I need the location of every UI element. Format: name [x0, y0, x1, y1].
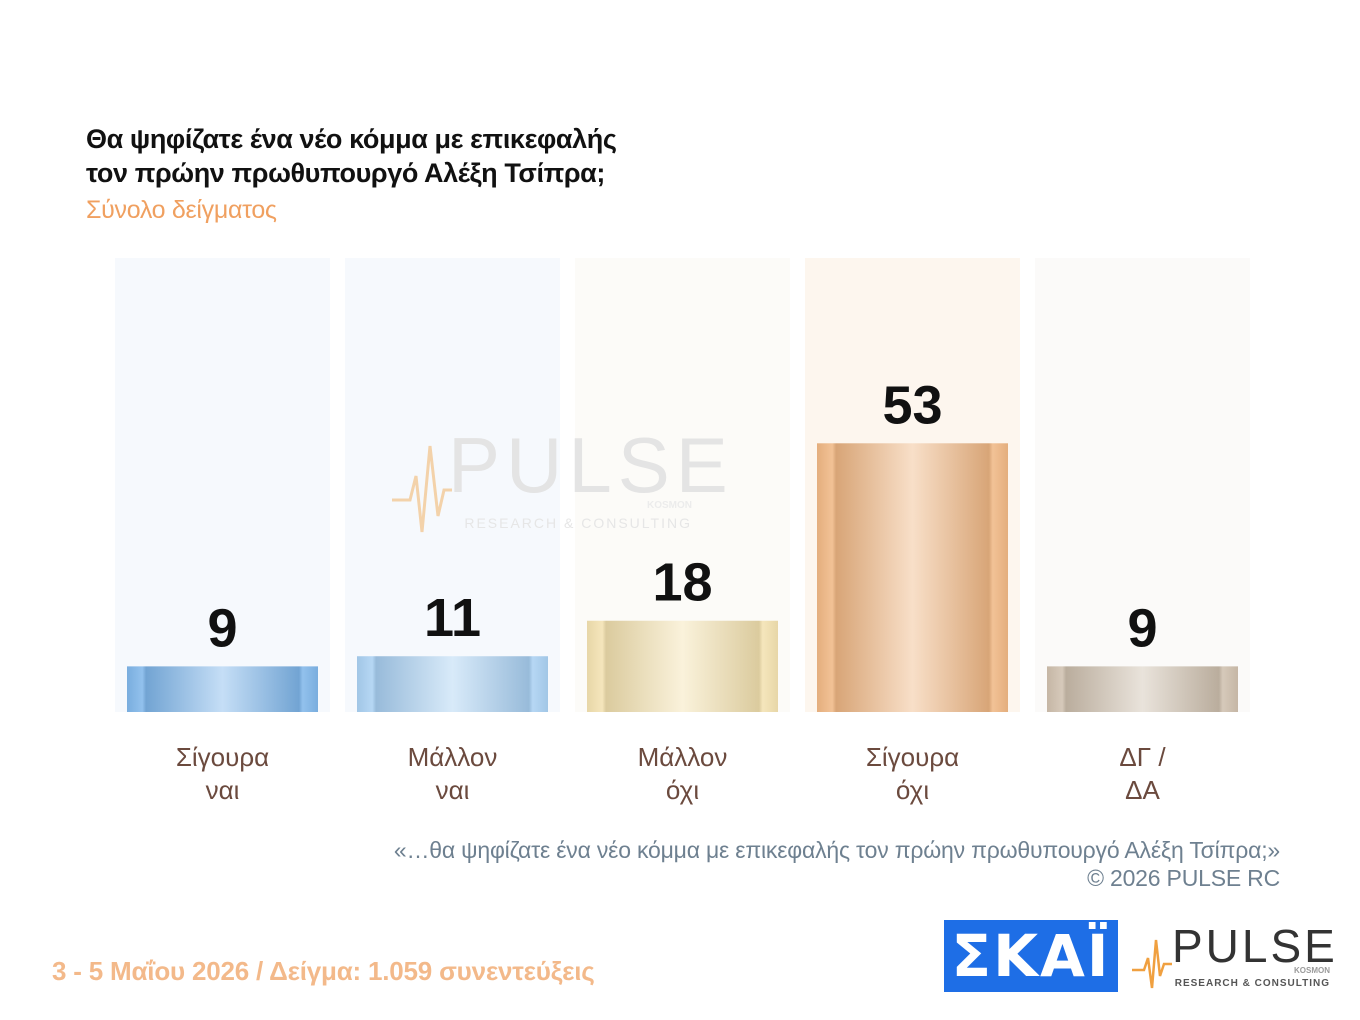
category-label-5-line-1: ΔΓ /	[1119, 742, 1166, 772]
pulse-logo-text: PULSE	[1172, 920, 1335, 972]
bar-3	[587, 620, 778, 712]
category-label-2-line-2: ναι	[436, 775, 470, 805]
category-label-5-line-2: ΔΑ	[1125, 775, 1160, 805]
category-label-3-line-2: όχι	[666, 775, 699, 805]
bar-panel-1	[115, 258, 330, 712]
bar-2	[357, 656, 548, 712]
pulse-logo-sub: KOSMON	[1294, 966, 1330, 975]
bar-5	[1047, 666, 1238, 712]
bar-value-label-3: 18	[652, 553, 712, 613]
skai-logo-text: ΣΚΑΪ	[951, 922, 1111, 990]
watermark-sub: KOSMON	[647, 500, 692, 511]
bar-1	[127, 666, 318, 712]
skai-logo: ΣΚΑΪ	[944, 920, 1118, 992]
category-label-1-line-2: ναι	[206, 775, 240, 805]
bar-value-label-1: 9	[207, 598, 237, 658]
category-label-2-line-1: Μάλλον	[408, 742, 498, 772]
pulse-heartbeat-icon	[1132, 939, 1172, 989]
chart-title: Θα ψηφίζατε ένα νέο κόμμα με επικεφαλής …	[86, 122, 706, 190]
watermark-heartbeat-icon	[392, 445, 452, 533]
question-footnote: «…θα ψηφίζατε ένα νέο κόμμα με επικεφαλή…	[394, 836, 1280, 892]
watermark-brand: PULSE	[448, 421, 734, 509]
chart-subtitle: Σύνολο δείγματος	[86, 196, 277, 224]
chart-title-line-1: Θα ψηφίζατε ένα νέο κόμμα με επικεφαλής	[86, 124, 617, 154]
pulse-logo-tagline: RESEARCH & CONSULTING	[1175, 978, 1330, 989]
bar-panel-2	[345, 258, 560, 712]
category-label-1-line-1: Σίγουρα	[176, 742, 269, 772]
question-quote: «…θα ψηφίζατε ένα νέο κόμμα με επικεφαλή…	[393, 837, 1280, 863]
pulse-logo: PULSE KOSMON RESEARCH & CONSULTING	[1132, 920, 1335, 989]
category-label-4-line-2: όχι	[896, 775, 929, 805]
copyright-text: © 2026 PULSE RC	[1087, 865, 1280, 891]
bar-value-label-2: 11	[424, 588, 481, 648]
bar-value-label-5: 9	[1127, 598, 1157, 658]
category-label-4-line-1: Σίγουρα	[866, 742, 959, 772]
bar-4	[817, 443, 1008, 712]
bar-value-label-4: 53	[882, 375, 942, 435]
category-label-3-line-1: Μάλλον	[638, 742, 728, 772]
survey-dates-sample: 3 - 5 Μαΐου 2026 / Δείγμα: 1.059 συνεντε…	[52, 956, 595, 986]
bar-panel-5	[1035, 258, 1250, 712]
chart-title-line-2: τον πρώην πρωθυπουργό Αλέξη Τσίπρα;	[86, 158, 605, 188]
watermark-tagline: RESEARCH & CONSULTING	[464, 515, 692, 531]
